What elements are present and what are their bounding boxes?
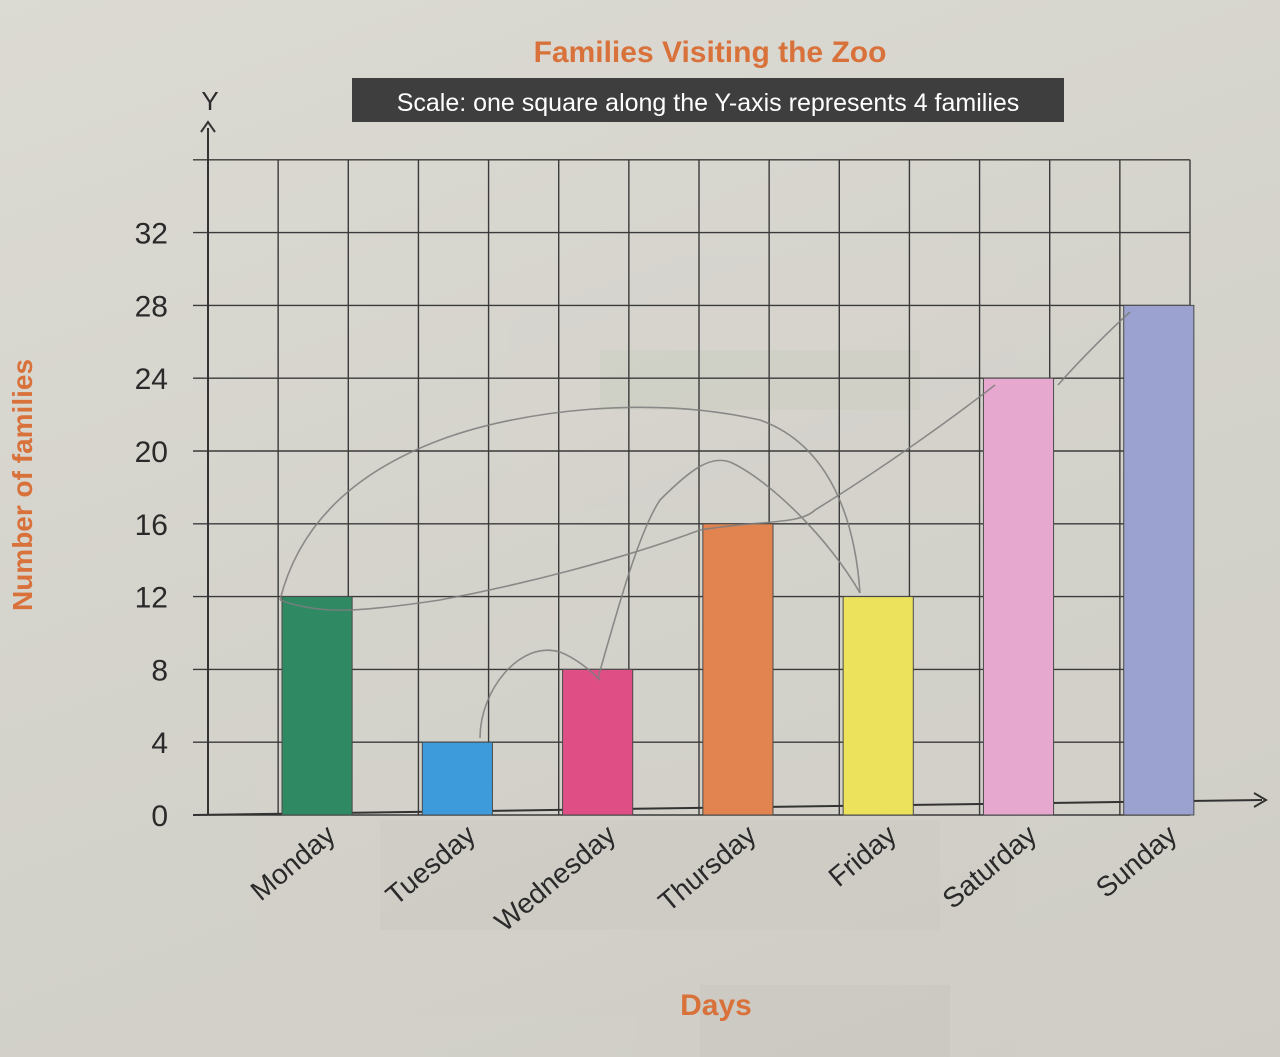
pencil-curve <box>279 384 996 611</box>
y-axis-arrow-icon <box>200 120 216 133</box>
bar-tuesday <box>421 741 493 816</box>
y-axis-title: Number of families <box>7 359 38 611</box>
y-tick-label: 4 <box>151 727 168 760</box>
pencil-curve <box>479 649 601 739</box>
y-tick-label: 8 <box>151 654 168 687</box>
pencil-curve <box>279 406 861 601</box>
x-axis-arrow-icon <box>1253 792 1268 808</box>
y-tick-label: 32 <box>135 218 168 251</box>
bar-thursday <box>702 523 774 816</box>
bars <box>281 304 1195 816</box>
pencil-scribbles <box>279 311 1131 739</box>
bar-monday <box>281 596 353 816</box>
bar-sunday <box>1123 304 1195 816</box>
y-tick-label: 12 <box>135 582 168 615</box>
pencil-curve <box>597 459 861 679</box>
y-tick-label: 16 <box>135 509 168 542</box>
y-tick-labels: 0 4 8 12 16 20 24 28 32 <box>135 218 168 833</box>
y-tick-label: 24 <box>135 363 168 396</box>
y-tick-label: 20 <box>135 436 168 469</box>
bar-friday <box>842 596 914 816</box>
pencil-curve <box>1057 311 1131 386</box>
x-axis-title: Days <box>680 989 752 1022</box>
scale-banner: Scale: one square along the Y-axis repre… <box>352 78 1064 122</box>
scale-banner-background <box>352 78 1064 122</box>
y-tick-label: 28 <box>135 290 168 323</box>
bar-saturday <box>982 377 1055 816</box>
chart-title: Families Visiting the Zoo <box>534 36 887 69</box>
y-tick-label: 0 <box>151 800 168 833</box>
scale-text: Scale: one square along the Y-axis repre… <box>397 89 1020 117</box>
y-axis-letter: Y <box>201 86 218 116</box>
bar-wednesday <box>562 668 634 816</box>
